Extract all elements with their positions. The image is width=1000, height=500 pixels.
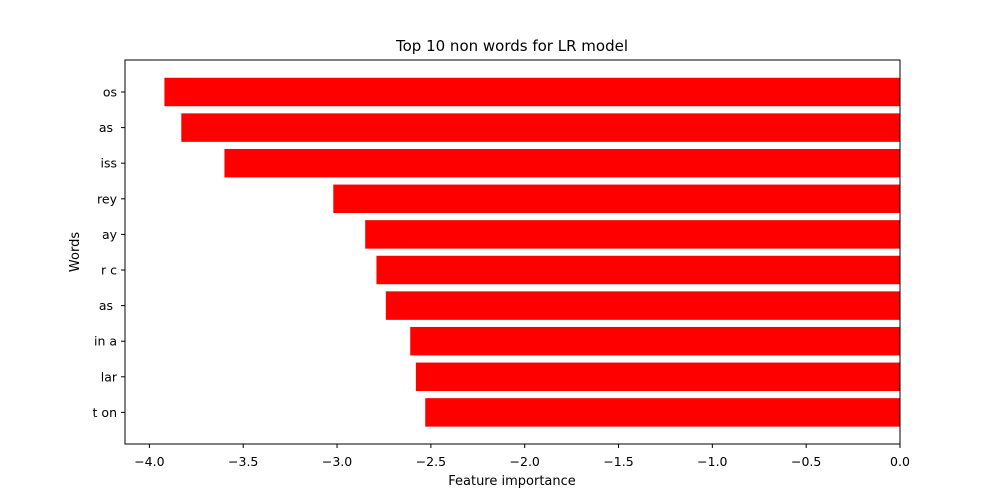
x-tick-label: −1.0 xyxy=(697,454,727,469)
bar-7 xyxy=(410,326,900,356)
bars-group xyxy=(164,77,901,427)
bar-9 xyxy=(425,398,900,427)
plot-frame xyxy=(124,59,901,445)
y-axis-ticks: os as iss rey ay r c as in a lar t on xyxy=(93,85,125,420)
y-tick-label: as xyxy=(99,298,117,313)
y-tick-label: rey xyxy=(97,191,118,206)
bar-6 xyxy=(385,291,901,320)
y-tick-label: in a xyxy=(94,334,117,349)
x-tick-label: −2.0 xyxy=(510,454,540,469)
y-tick-label: os xyxy=(103,85,117,100)
y-axis-label: Words xyxy=(68,232,83,272)
bar-8 xyxy=(415,362,900,392)
y-tick-label: iss xyxy=(101,156,118,171)
x-tick-label: −2.5 xyxy=(416,454,446,469)
y-tick-label: r c xyxy=(101,263,117,278)
x-tick-label: −3.0 xyxy=(322,454,352,469)
x-tick-label: −4.0 xyxy=(134,454,164,469)
x-axis-label: Feature importance xyxy=(448,474,576,489)
x-tick-label: −3.5 xyxy=(228,454,258,469)
bar-3 xyxy=(333,184,900,214)
x-tick-label: −0.5 xyxy=(791,454,821,469)
x-tick-label: −1.5 xyxy=(603,454,633,469)
bar-2 xyxy=(224,148,900,178)
chart-title: Top 10 non words for LR model xyxy=(395,37,628,55)
bar-0 xyxy=(164,77,900,107)
bar-4 xyxy=(365,220,900,249)
x-tick-label: 0.0 xyxy=(890,454,910,469)
y-tick-label: lar xyxy=(101,369,118,384)
y-tick-label: as xyxy=(99,120,117,135)
x-axis-ticks: −4.0 −3.5 −3.0 −2.5 −2.0 −1.5 −1.0 −0.5 0.0 xyxy=(134,444,910,469)
bar-5 xyxy=(376,255,901,285)
y-tick-label: t on xyxy=(93,405,117,420)
y-tick-label: ay xyxy=(102,227,118,242)
bar-1 xyxy=(181,113,900,142)
